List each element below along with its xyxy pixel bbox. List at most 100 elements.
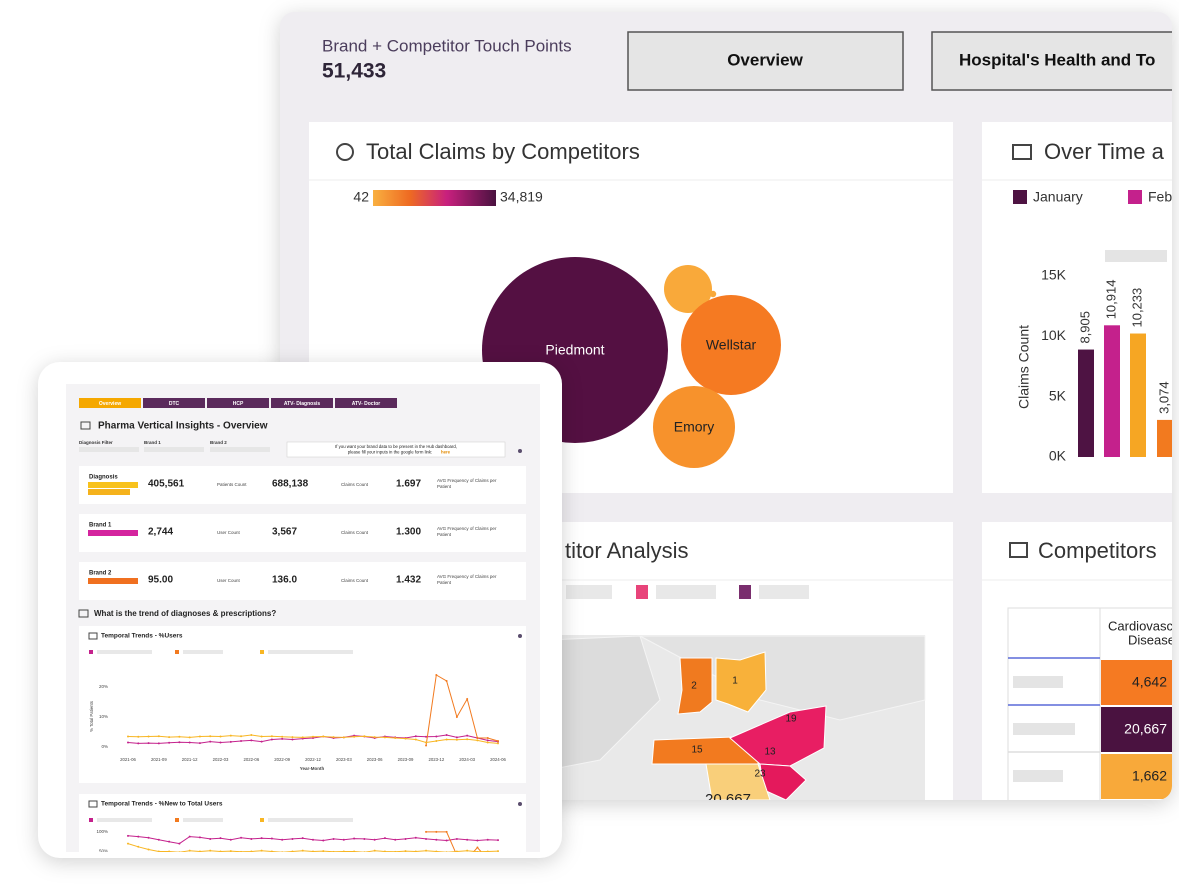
x-tick-label: 2021-06 bbox=[120, 757, 136, 762]
bar bbox=[1078, 349, 1094, 457]
line-point bbox=[476, 850, 479, 852]
line-point bbox=[383, 736, 386, 739]
line-point bbox=[270, 738, 273, 741]
legend-swatch bbox=[1013, 190, 1027, 204]
filter-input[interactable] bbox=[144, 447, 204, 452]
line-point bbox=[198, 742, 201, 745]
line-point bbox=[486, 741, 489, 744]
line-point bbox=[435, 740, 438, 742]
line-point bbox=[260, 849, 263, 852]
colorbar bbox=[373, 190, 496, 206]
line-point bbox=[157, 838, 160, 841]
tablet-content: Overview DTC HCP ATV- Diagnosis ATV- Doctor P… bbox=[78, 398, 526, 860]
line-point bbox=[219, 850, 222, 852]
panel-icon bbox=[1012, 144, 1032, 160]
line-point bbox=[147, 848, 150, 851]
line-point bbox=[260, 837, 263, 840]
line-point bbox=[404, 850, 407, 852]
line-point bbox=[435, 850, 438, 852]
cell-value: 4,642 bbox=[1132, 674, 1167, 690]
line-point bbox=[229, 740, 232, 743]
line-point bbox=[188, 835, 191, 838]
line-point bbox=[312, 838, 314, 841]
line-point bbox=[322, 850, 325, 852]
metric-label: Brand 2 bbox=[89, 571, 112, 577]
legend-swatch bbox=[175, 818, 179, 822]
line-point bbox=[445, 734, 448, 736]
line-point bbox=[188, 741, 191, 744]
plot: 50% 100% bbox=[96, 829, 499, 860]
line-point bbox=[229, 734, 232, 737]
metric-value: 1.300 bbox=[396, 527, 421, 538]
line-point bbox=[168, 741, 171, 744]
legend-swatch bbox=[1128, 190, 1142, 204]
line-point bbox=[363, 837, 366, 840]
panel-icon bbox=[336, 143, 354, 161]
line-point bbox=[127, 834, 129, 837]
tab-button[interactable] bbox=[143, 398, 205, 408]
line-point bbox=[147, 742, 150, 745]
map-label: 13 bbox=[764, 747, 776, 758]
metric-caption: Patient bbox=[437, 532, 452, 537]
line-point bbox=[466, 858, 468, 860]
line-point bbox=[291, 736, 294, 739]
line-point bbox=[486, 737, 489, 739]
line-point bbox=[168, 840, 171, 843]
line-point bbox=[414, 735, 417, 738]
line-point bbox=[342, 838, 345, 841]
line-point bbox=[178, 735, 181, 738]
metric-value: 1.697 bbox=[396, 479, 421, 490]
tab-button[interactable] bbox=[271, 398, 333, 408]
tab-button[interactable] bbox=[931, 31, 1179, 91]
filter-input[interactable] bbox=[210, 447, 270, 452]
line-point bbox=[404, 737, 407, 740]
line-point bbox=[168, 736, 171, 739]
bar-value-label: 3,074 bbox=[1156, 381, 1171, 414]
line-point bbox=[353, 735, 356, 738]
tab-label: ATV- Diagnosis bbox=[284, 401, 321, 407]
line-point bbox=[219, 837, 222, 840]
tab-button[interactable] bbox=[335, 398, 397, 408]
note-link: here bbox=[441, 450, 451, 455]
line-point bbox=[137, 845, 140, 848]
line-point bbox=[301, 837, 304, 840]
legend-item bbox=[636, 585, 648, 599]
line-point bbox=[476, 737, 479, 739]
line-point bbox=[455, 738, 458, 741]
tab-label: DTC bbox=[169, 401, 180, 407]
title-icon bbox=[88, 800, 98, 808]
line-point bbox=[445, 830, 448, 833]
placeholder bbox=[1013, 676, 1063, 688]
tab-button[interactable] bbox=[79, 398, 141, 408]
touch-points-value: 51,433 bbox=[322, 60, 386, 83]
line-point bbox=[363, 735, 366, 738]
x-tick-label: 2023-03 bbox=[336, 757, 352, 762]
panel-title: titor Analysis bbox=[565, 538, 689, 563]
placeholder bbox=[183, 650, 223, 654]
line-point bbox=[147, 836, 150, 839]
map-state bbox=[705, 763, 771, 800]
legend-item bbox=[656, 585, 716, 599]
line-point bbox=[209, 740, 212, 743]
filter-input[interactable] bbox=[79, 447, 139, 452]
filter-label: Brand 2 bbox=[210, 440, 227, 445]
metric-value: 405,561 bbox=[148, 479, 185, 490]
line-point bbox=[312, 850, 314, 852]
x-tick-label: 2023-06 bbox=[367, 757, 383, 762]
line-point bbox=[127, 741, 129, 744]
metric-value: 688,138 bbox=[272, 479, 309, 490]
line-point bbox=[219, 741, 222, 744]
tab-button[interactable] bbox=[207, 398, 269, 408]
x-tick-label: 2022-12 bbox=[305, 757, 321, 762]
tab-button[interactable] bbox=[627, 31, 904, 91]
line-point bbox=[486, 838, 489, 841]
line-point bbox=[394, 850, 397, 852]
line-point bbox=[373, 736, 376, 739]
y-tick-label: 20% bbox=[99, 684, 108, 689]
line-point bbox=[281, 735, 284, 738]
bubble-label: Wellstar bbox=[706, 337, 757, 353]
bar bbox=[1157, 419, 1172, 457]
line-point bbox=[404, 837, 407, 840]
tab-label: HCP bbox=[233, 401, 244, 407]
table-cell bbox=[1101, 660, 1172, 705]
